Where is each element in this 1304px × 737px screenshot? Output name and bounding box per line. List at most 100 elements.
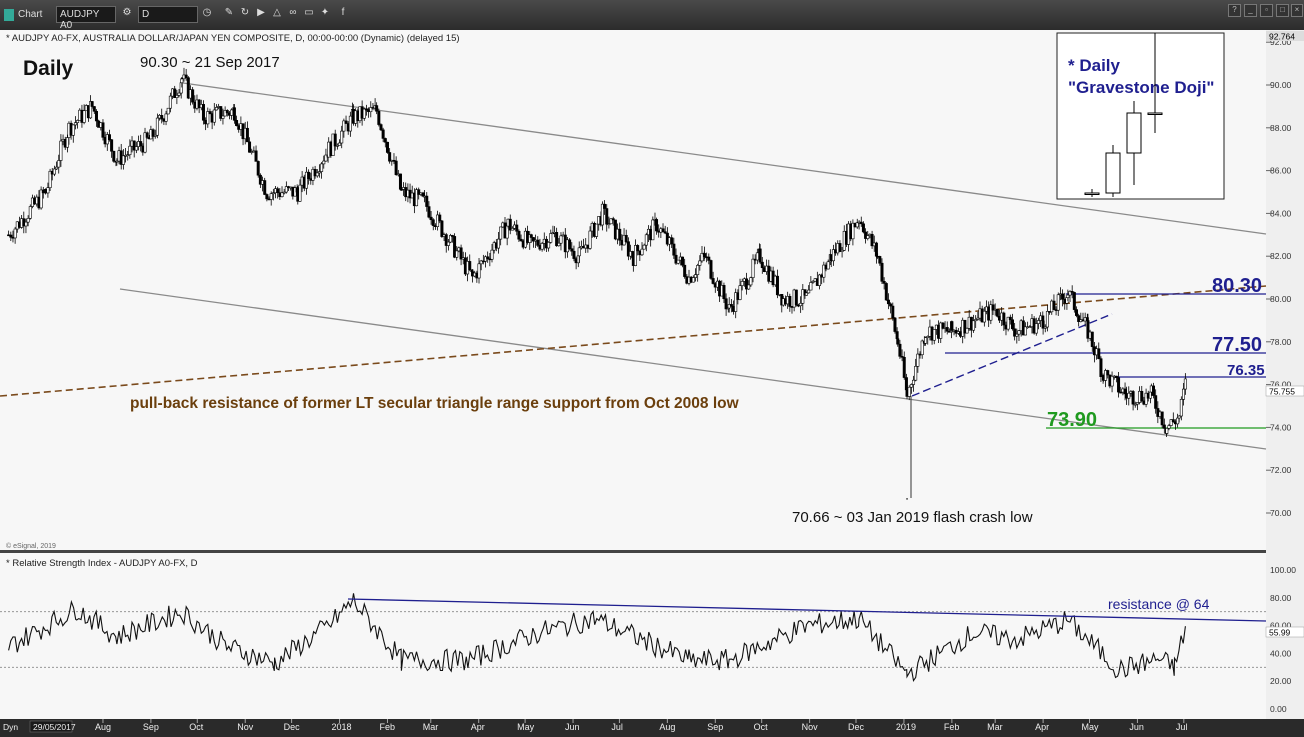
play-icon[interactable]: ▶ [257, 7, 265, 18]
price-candle-body [1086, 320, 1090, 339]
price-axis-label: 84.00 [1270, 208, 1292, 218]
price-candle-body [595, 223, 599, 237]
price-candle-body [132, 140, 136, 151]
price-candle-body [663, 231, 667, 234]
price-candle-body [168, 95, 172, 109]
settings-icon[interactable]: ⚙ [122, 7, 132, 18]
price-candle-body [73, 122, 77, 126]
time-axis-label: 2018 [332, 722, 352, 732]
high-annotation: 90.30 ~ 21 Sep 2017 [140, 54, 280, 71]
alert-icon[interactable]: △ [273, 7, 281, 18]
price-candle-body [315, 172, 319, 177]
price-candle-body [536, 239, 540, 246]
price-candle-body [1177, 415, 1181, 419]
price-candle-body [1135, 402, 1139, 405]
price-candle-body [92, 106, 96, 112]
rsi-current-value: 55.99 [1269, 628, 1291, 638]
window-menu-button[interactable]: ? [1228, 4, 1241, 17]
price-candle-body [912, 379, 916, 385]
link-icon[interactable]: ∞ [289, 7, 297, 18]
close-button[interactable]: × [1291, 4, 1303, 17]
symbol-input[interactable]: AUDJPY A0 [56, 6, 116, 31]
price-candle-body [490, 249, 494, 260]
price-candle-body [1104, 370, 1108, 381]
facebook-icon[interactable]: f [341, 7, 345, 18]
clock-icon[interactable]: ◷ [202, 7, 212, 18]
price-candle-body [519, 238, 523, 242]
price-candle-body [886, 299, 890, 305]
level-76-35-label: 76.35 [1227, 362, 1265, 379]
price-candle-body [388, 152, 392, 162]
price-candle-body [1114, 375, 1118, 378]
price-candle-body [245, 127, 249, 143]
price-candle-body [1077, 315, 1081, 322]
price-candle-body [707, 256, 711, 261]
time-axis-label: Apr [1035, 722, 1049, 732]
price-candle-body [1179, 399, 1183, 417]
price-candle-body [459, 247, 463, 260]
comment-icon[interactable]: ▭ [304, 7, 314, 18]
price-candle-body [139, 141, 143, 147]
price-candle-body [385, 141, 389, 153]
price-candle-body [479, 260, 483, 265]
price-candle-body [740, 281, 744, 286]
price-candle-body [976, 317, 980, 320]
refresh-icon[interactable]: ↻ [240, 7, 250, 18]
minimize-button[interactable]: _ [1244, 4, 1257, 17]
interval-input[interactable]: D [138, 6, 198, 23]
price-candle-body [982, 310, 986, 323]
twitter-icon[interactable]: ✦ [320, 7, 330, 18]
price-candle-body [900, 356, 904, 358]
price-candle-body [624, 234, 628, 242]
rsi-axis-label: 0.00 [1270, 704, 1287, 714]
price-candle-body [1167, 425, 1171, 429]
price-candle-body [926, 336, 930, 338]
price-candle-body [805, 292, 809, 296]
price-candle-body [1043, 326, 1047, 329]
time-axis-label: Sep [143, 722, 159, 732]
price-candle-body [788, 296, 792, 307]
price-candle-body [186, 77, 190, 99]
price-candle-body [1006, 316, 1010, 330]
price-candle-body [263, 180, 267, 195]
price-candle-body [1066, 294, 1070, 298]
price-candle-body [882, 281, 886, 284]
price-candle-body [39, 189, 43, 209]
pencil-icon[interactable]: ✎ [224, 7, 234, 18]
price-candle-body [517, 230, 521, 240]
price-candle-body [642, 244, 646, 250]
price-candle-body [755, 252, 759, 261]
price-candle-body [738, 285, 742, 300]
price-candle-body [681, 256, 685, 266]
price-candle-body [891, 305, 895, 319]
price-candle-body [1131, 391, 1135, 405]
price-candle-body [570, 248, 574, 252]
price-candle-body [427, 206, 431, 218]
chart-area[interactable]: 92.00 90.00 88.00 86.00 84.00 82.00 80.00 78.00… [0, 30, 1304, 737]
price-candle-body [880, 262, 884, 282]
price-candle-body [1052, 300, 1056, 310]
price-candle-body [1176, 417, 1180, 425]
maximize-button[interactable]: □ [1276, 4, 1289, 17]
current-price-value: 75.755 [1269, 387, 1295, 397]
price-candle-body [674, 254, 678, 264]
price-candle-body [902, 356, 906, 378]
price-candle-body [745, 278, 749, 290]
price-candle-body [235, 120, 239, 126]
start-date-label: 29/05/2017 [33, 722, 76, 732]
price-axis-label: 74.00 [1270, 422, 1292, 432]
price-candle-body [609, 218, 613, 225]
price-candle-body [577, 247, 581, 257]
restore-button[interactable]: ▫ [1260, 4, 1273, 17]
price-candle-body [636, 245, 640, 252]
price-candle-body [989, 304, 993, 321]
price-candle-body [284, 186, 288, 193]
price-candle-body [826, 261, 830, 270]
price-candle-body [115, 160, 119, 163]
price-candle-body [126, 154, 130, 157]
price-candle-body [208, 111, 212, 114]
time-axis-label: Jul [1176, 722, 1188, 732]
price-candle-body [866, 235, 870, 239]
price-candle-body [801, 289, 805, 304]
time-axis-bg [0, 719, 1304, 737]
